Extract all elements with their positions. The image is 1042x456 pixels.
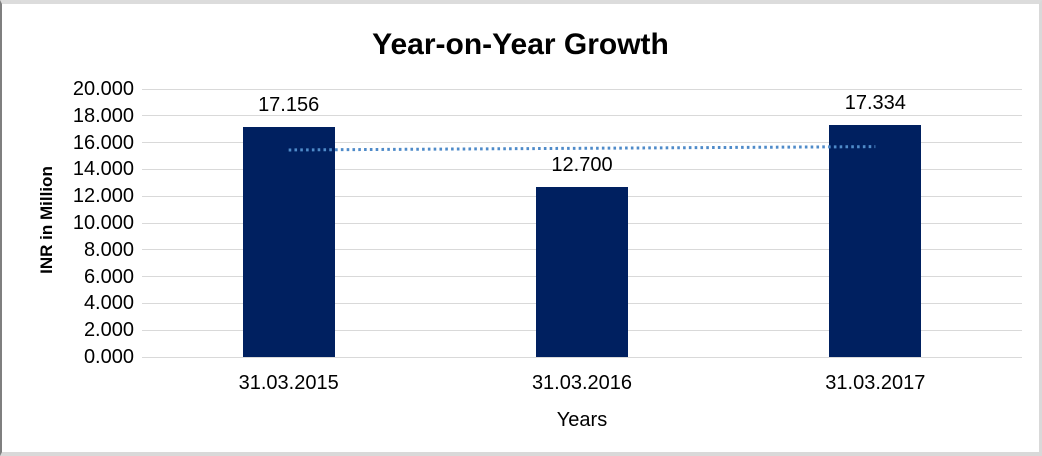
x-category-label: 31.03.2017 — [825, 372, 926, 394]
y-tick-label: 18.000 — [72, 104, 134, 127]
bar-value-label: 17.156 — [258, 94, 320, 117]
x-category-label: 31.03.2015 — [238, 372, 339, 394]
bar-value-label: 12.700 — [551, 153, 613, 176]
bar — [536, 186, 628, 357]
chart-title: Year-on-Year Growth — [372, 28, 669, 61]
y-tick-label: 14.000 — [72, 158, 134, 181]
gridline — [142, 115, 1022, 117]
y-tick-label: 6.000 — [83, 265, 134, 288]
x-axis-title: Years — [556, 409, 608, 431]
x-category-label: 31.03.2016 — [531, 372, 633, 394]
bar — [829, 124, 922, 357]
y-tick-label: 4.000 — [83, 292, 134, 315]
gridline — [142, 168, 1022, 170]
y-tick-label: 12.000 — [72, 185, 134, 208]
y-tick-label: 10.000 — [72, 212, 134, 234]
bar — [242, 127, 335, 357]
bar-value-label: 17.334 — [844, 91, 906, 114]
y-tick-label: 8.000 — [83, 238, 134, 261]
y-tick-label: 16.000 — [72, 131, 134, 154]
y-tick-label: 20.000 — [72, 78, 134, 100]
y-tick-label: 0.000 — [83, 346, 134, 368]
gridline — [142, 356, 1022, 358]
gridline — [142, 142, 1022, 144]
gridline — [142, 88, 1022, 90]
y-tick-label: 2.000 — [83, 319, 134, 342]
